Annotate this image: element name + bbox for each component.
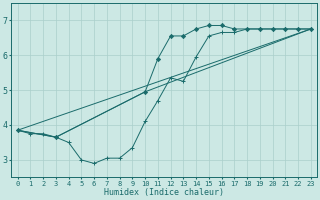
X-axis label: Humidex (Indice chaleur): Humidex (Indice chaleur) [104,188,224,197]
